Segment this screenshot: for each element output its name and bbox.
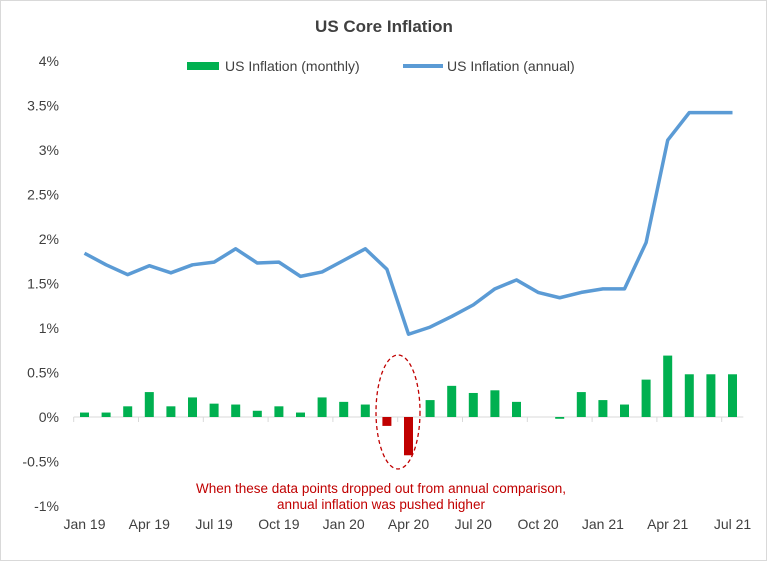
x-tick-label: Jul 20 — [455, 516, 493, 532]
y-tick-label: 0.5% — [27, 365, 59, 381]
bar-aug-20 — [490, 390, 500, 417]
x-tick-label: Apr 19 — [129, 516, 170, 532]
bar-jul-19 — [209, 403, 219, 417]
annotation-ellipse — [375, 354, 421, 470]
bar-mar-21 — [641, 379, 651, 417]
y-tick-label: 2.5% — [27, 187, 59, 203]
bar-apr-20 — [404, 417, 413, 456]
bar-nov-20 — [555, 417, 565, 419]
x-tick-label: Oct 20 — [517, 516, 558, 532]
bar-jan-21 — [598, 400, 608, 417]
bar-may-21 — [684, 374, 694, 417]
x-tick-label: Apr 21 — [647, 516, 688, 532]
annotation-line-1: When these data points dropped out from … — [196, 481, 566, 496]
bar-feb-21 — [620, 404, 629, 417]
legend-swatch-monthly — [187, 62, 219, 70]
legend-label-annual: US Inflation (annual) — [447, 58, 575, 74]
bar-jan-20 — [339, 401, 349, 417]
x-tick-label: Jan 19 — [63, 516, 105, 532]
bar-apr-19 — [144, 392, 154, 417]
annotation-line-2: annual inflation was pushed higher — [277, 497, 485, 512]
bar-sep-19 — [252, 410, 262, 417]
bar-dec-20 — [576, 392, 586, 417]
legend-label-monthly: US Inflation (monthly) — [225, 58, 360, 74]
bar-mar-20 — [382, 417, 392, 426]
y-tick-label: 4% — [39, 53, 59, 69]
y-tick-label: 0% — [39, 409, 59, 425]
y-tick-label: 3.5% — [27, 98, 59, 114]
y-tick-label: 3% — [39, 142, 59, 158]
bar-jul-21 — [728, 374, 737, 417]
bar-apr-21 — [663, 355, 673, 417]
x-tick-label: Jan 20 — [323, 516, 365, 532]
x-tick-label: Oct 19 — [258, 516, 299, 532]
x-tick-label: Apr 20 — [388, 516, 429, 532]
y-tick-label: 1.5% — [27, 276, 59, 292]
bar-oct-19 — [274, 406, 284, 417]
y-tick-label: 1% — [39, 320, 59, 336]
bar-dec-19 — [317, 397, 327, 417]
bar-nov-19 — [296, 412, 305, 417]
bar-jan-19 — [80, 412, 89, 417]
legend: US Inflation (monthly) US Inflation (ann… — [187, 58, 575, 74]
y-tick-label: -1% — [34, 498, 59, 514]
bar-jun-19 — [188, 397, 197, 417]
annual-inflation-line — [83, 110, 733, 336]
bar-jun-20 — [447, 385, 457, 417]
bar-jun-21 — [706, 374, 716, 417]
bar-may-20 — [425, 400, 435, 417]
chart-title: US Core Inflation — [315, 17, 453, 36]
x-tick-label: Jul 19 — [195, 516, 233, 532]
y-tick-label: 2% — [39, 231, 59, 247]
bar-feb-19 — [101, 412, 111, 417]
bar-aug-19 — [231, 404, 241, 417]
bar-jul-20 — [468, 392, 478, 417]
bar-sep-20 — [512, 401, 521, 417]
bar-mar-19 — [123, 406, 133, 417]
y-tick-label: -0.5% — [22, 454, 59, 470]
bar-feb-20 — [360, 404, 370, 417]
x-tick-label: Jul 21 — [714, 516, 752, 532]
bar-may-19 — [166, 406, 176, 417]
x-tick-label: Jan 21 — [582, 516, 624, 532]
